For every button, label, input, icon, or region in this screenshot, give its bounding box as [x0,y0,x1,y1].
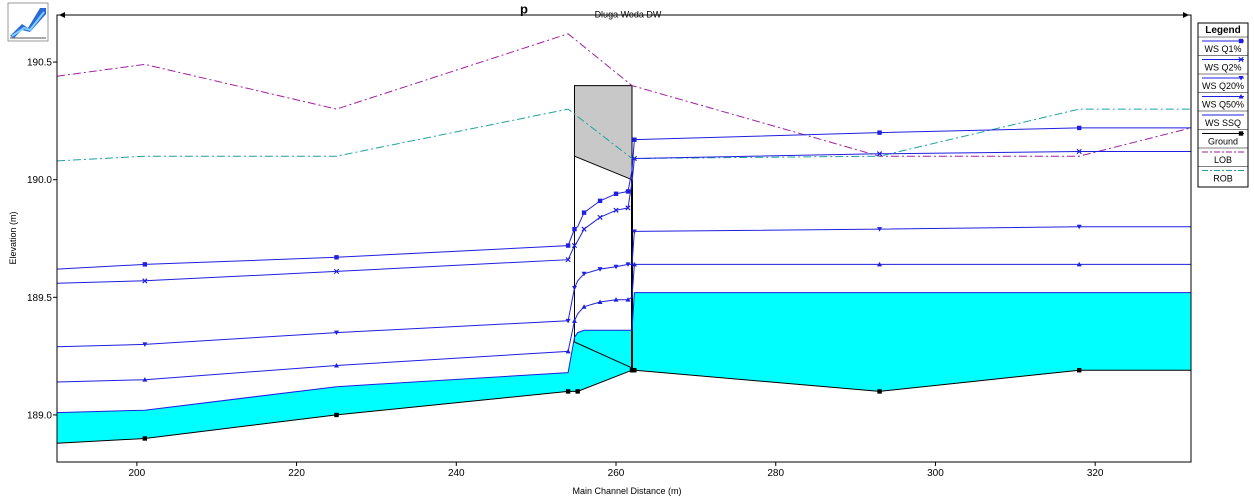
series-line-ws-ssq [57,292,1191,414]
legend-marker-ws-q2 [1238,56,1244,63]
water-fill-ssq [57,292,1191,444]
data-point-ws-q1 [632,137,637,142]
data-point-ground [632,368,637,373]
legend-marker-ground [1238,131,1244,136]
legend-label-ws-q2: WS Q2% [1204,63,1241,73]
legend-marker-ws-q1 [1238,38,1244,44]
legend-label-ws-ssq: WS SSQ [1205,118,1241,128]
data-point-ws-q1 [877,130,882,135]
data-point-ws-q50 [581,304,587,309]
legend-marker-ws-q20 [1238,76,1244,81]
legend-title: Legend [1205,25,1241,36]
data-point-ws-q2 [581,226,587,232]
x-tick-label: 260 [608,468,625,479]
x-tick-label: 300 [927,468,944,479]
data-point-ws-q50 [625,297,631,302]
y-tick-label: 189.5 [27,293,52,304]
data-point-ws-q20 [597,267,603,272]
data-point-ws-q50 [613,297,619,302]
data-point-ws-q2 [142,278,148,284]
culvert-invert [574,341,633,369]
data-point-ws-q1 [625,189,631,194]
data-point-ground [142,436,148,441]
data-point-ws-q1 [565,243,571,248]
legend-label-ws-q50: WS Q50% [1202,100,1244,110]
data-point-ground [629,368,635,373]
data-point-ws-q2 [876,151,883,157]
reach-arrow-left [59,12,65,18]
legend-label-ground: Ground [1208,137,1238,147]
profile-thumbnail-icon[interactable] [7,2,49,42]
data-point-ws-q50 [597,299,603,305]
data-point-ground [334,412,339,418]
legend-marker-ws-q50 [1238,94,1244,99]
data-point-ws-q20 [1076,224,1082,230]
data-point-ws-q2 [625,205,631,211]
data-point-ws-q1 [572,226,577,232]
data-point-ws-q1 [334,255,339,260]
legend-label-lob: LOB [1214,155,1232,165]
data-point-ws-q1 [613,191,619,196]
data-point-ws-q1 [581,210,587,215]
reach-arrow-right [1183,12,1189,18]
data-point-ws-q50 [1076,261,1082,267]
x-axis-title: Main Channel Distance (m) [572,486,681,496]
data-point-ws-q2 [631,155,638,162]
x-tick-label: 240 [448,468,465,479]
reach-label: Dluga Woda DW [595,9,662,19]
data-point-ground [877,389,882,394]
legend-label-ws-q1: WS Q1% [1204,44,1241,54]
y-tick-label: 190.0 [27,175,52,186]
data-point-ws-q50 [571,318,577,323]
data-point-ws-q50 [631,261,637,267]
data-point-ws-q20 [631,229,637,234]
data-point-ws-q20 [613,264,619,270]
chart-title: p [520,2,528,17]
data-point-ws-q2 [565,257,571,263]
data-point-ws-q50 [142,377,148,382]
data-point-ground [1076,368,1082,373]
x-tick-label: 320 [1087,468,1104,479]
y-tick-label: 190.5 [27,58,52,69]
y-tick-label: 189.0 [27,410,52,421]
legend-label-rob: ROB [1213,174,1233,184]
data-point-ws-q20 [334,330,340,336]
data-point-ws-q2 [597,214,603,220]
data-point-ws-q20 [565,318,571,324]
x-tick-label: 220 [288,468,305,479]
data-point-ws-q50 [877,261,883,267]
series-line-lob [57,33,1191,157]
data-point-ws-q20 [142,342,148,347]
data-point-ws-q50 [565,348,571,354]
data-point-ground [575,389,580,394]
data-point-ws-q1 [1076,125,1082,131]
data-point-ws-q2 [1076,148,1082,155]
x-tick-label: 280 [767,468,784,479]
data-point-ws-q2 [571,242,578,249]
x-tick-label: 200 [129,468,146,479]
data-point-ws-q2 [333,268,340,275]
data-point-ws-q20 [571,285,577,291]
series-line-rob [57,108,1191,162]
data-point-ground [565,389,571,394]
data-point-ws-q2 [613,207,619,213]
y-axis-title: Elevation (m) [8,211,18,264]
plot-frame [56,14,1192,463]
series-line-ground [57,369,1191,444]
data-point-ws-q20 [625,262,631,267]
data-point-ws-q50 [334,363,340,368]
legend-box [1197,22,1249,188]
legend-label-ws-q20: WS Q20% [1202,81,1244,91]
data-point-ws-q20 [877,227,883,232]
data-point-ws-q1 [142,262,148,267]
data-point-ws-q20 [581,271,587,277]
data-point-ws-q1 [597,198,603,204]
